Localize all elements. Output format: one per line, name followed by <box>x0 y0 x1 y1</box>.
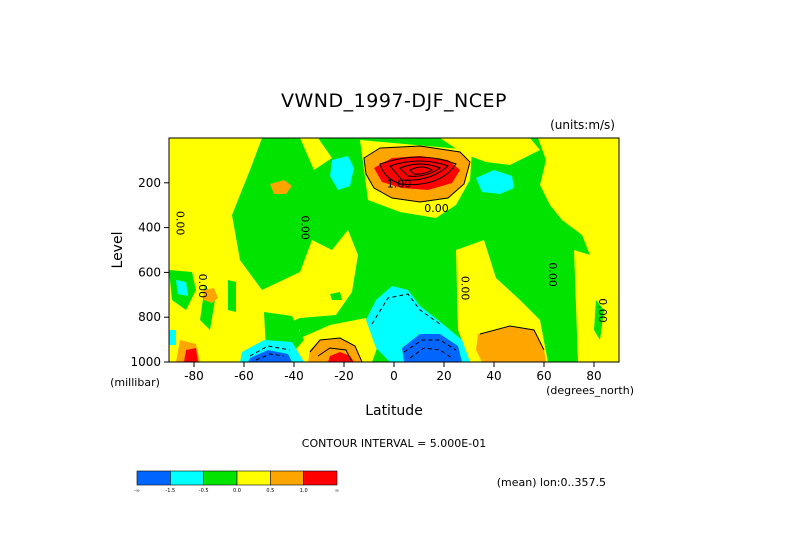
colorbar-label: -1.5 <box>165 488 175 494</box>
colorbar-label: 0.0 <box>233 488 241 494</box>
contour-plot-area: 0.00 0.00 0.00 1.00 0.00 0.00 0.00 0.00 <box>168 137 620 363</box>
colorbar-label: ∞ <box>335 488 339 494</box>
colorbar-swatch <box>303 470 338 486</box>
contour-label: 0.00 <box>174 211 187 236</box>
y-tick-label: 600 <box>138 265 161 279</box>
x-axis-units: (degrees_north) <box>546 384 634 397</box>
colorbar-swatch <box>203 470 238 486</box>
colorbar-swatch <box>270 470 304 486</box>
units-note: (units:m/s) <box>550 118 615 132</box>
x-tick-label: -20 <box>334 369 354 383</box>
x-tick-label: -80 <box>184 369 204 383</box>
x-axis-label: Latitude <box>365 403 423 419</box>
contour-interval-note: CONTOUR INTERVAL = 5.000E-01 <box>302 437 486 450</box>
contour-label: 0.00 <box>299 215 312 240</box>
x-axis: -80 -60 -40 -20 0 20 40 60 80 <box>184 362 602 383</box>
colorbar: -∞ -1.5 -0.5 0.0 0.5 1.0 ∞ <box>134 470 339 494</box>
x-tick-label: 80 <box>586 369 601 383</box>
x-tick-label: 40 <box>486 369 501 383</box>
y-tick-label: 200 <box>138 176 161 190</box>
colorbar-label: 0.5 <box>266 488 274 494</box>
y-tick-label: 800 <box>138 310 161 324</box>
contour-label: 1.00 <box>387 177 412 190</box>
contour-label: 0.00 <box>459 276 472 301</box>
y-tick-label: 400 <box>138 221 161 235</box>
contour-label: 0.00 <box>596 298 609 323</box>
x-tick-label: 60 <box>536 369 551 383</box>
colorbar-label: -0.5 <box>199 488 209 494</box>
colorbar-swatch <box>136 470 171 486</box>
negative-contour-lines <box>249 293 457 361</box>
colorbar-label: -∞ <box>134 488 140 494</box>
mean-note: (mean) lon:0..357.5 <box>497 476 606 489</box>
contour-labels: 0.00 0.00 0.00 1.00 0.00 0.00 0.00 0.00 <box>174 177 610 322</box>
contour-label: 0.00 <box>196 274 209 299</box>
contour-label: 0.00 <box>424 202 449 215</box>
x-tick-label: -60 <box>234 369 254 383</box>
colorbar-label: 1.0 <box>300 488 308 494</box>
colorbar-swatch <box>170 470 204 486</box>
y-axis: 200 400 600 800 1000 <box>130 176 169 369</box>
y-axis-label: Level <box>110 232 126 269</box>
y-tick-label: 1000 <box>130 355 161 369</box>
colorbar-swatch <box>236 470 271 486</box>
y-axis-units: (millibar) <box>110 376 160 389</box>
contour-label: 0.00 <box>546 262 559 287</box>
contour-lines <box>309 145 545 362</box>
x-tick-label: 0 <box>390 369 398 383</box>
x-tick-label: -40 <box>284 369 304 383</box>
chart-title: VWND_1997-DJF_NCEP <box>281 90 507 112</box>
x-tick-label: 20 <box>436 369 451 383</box>
